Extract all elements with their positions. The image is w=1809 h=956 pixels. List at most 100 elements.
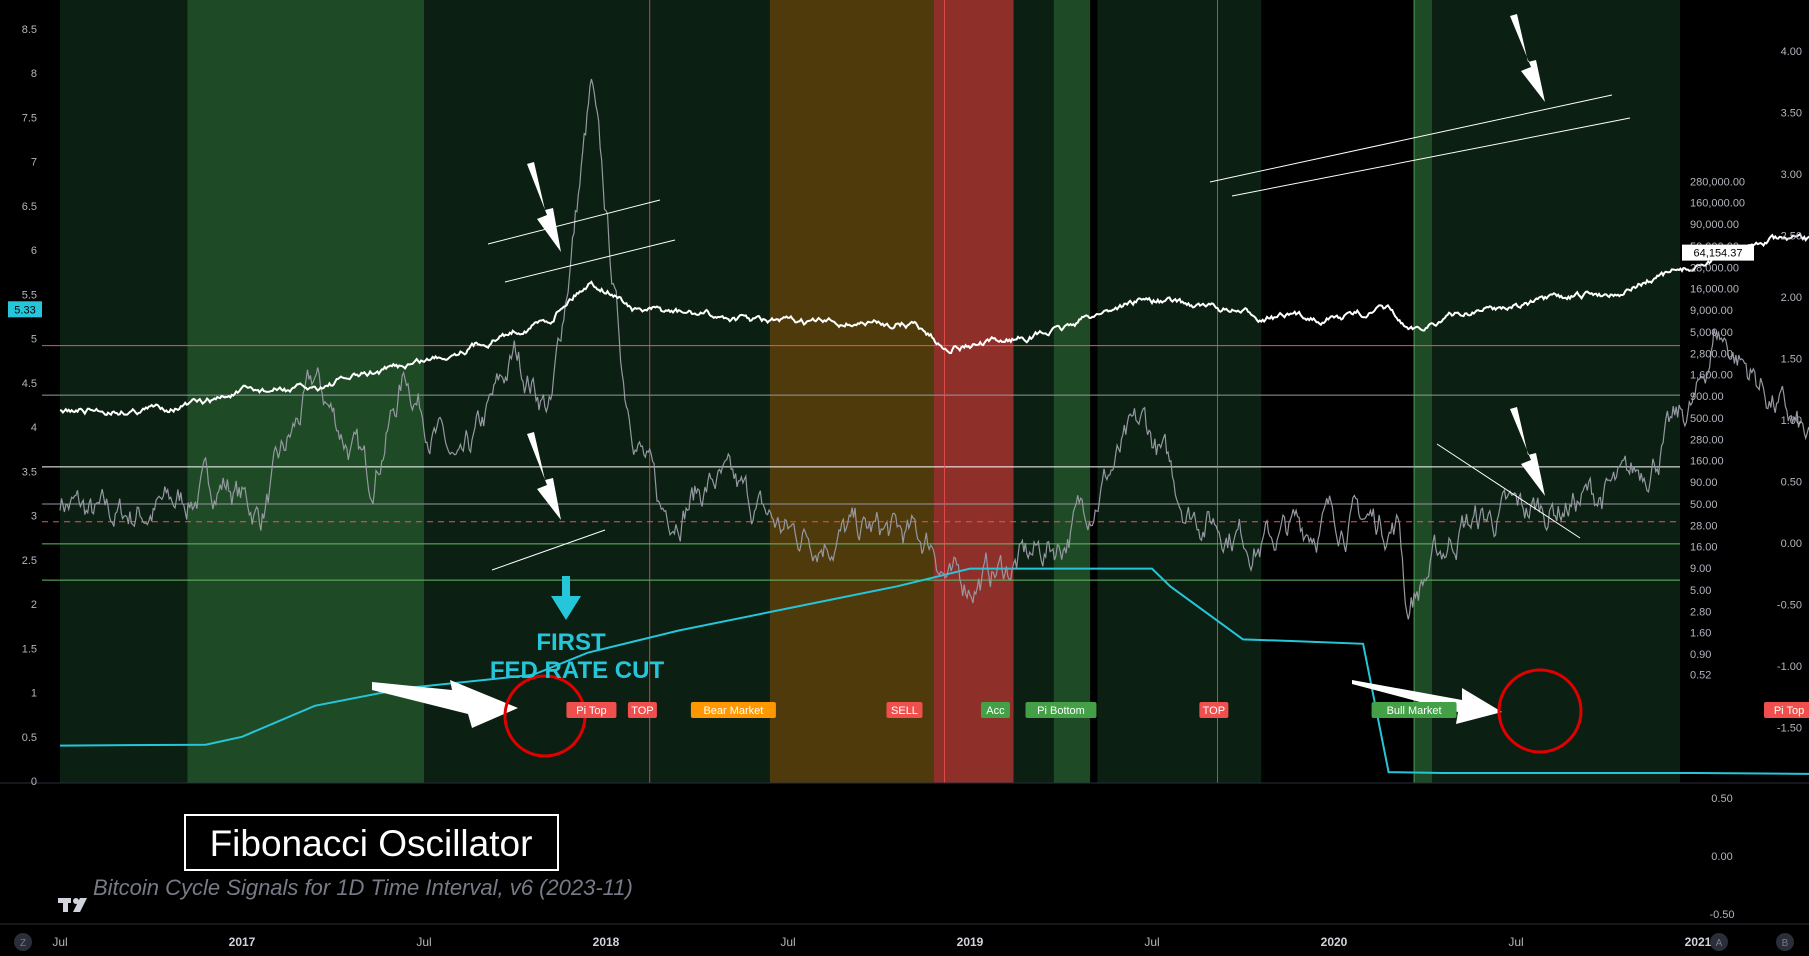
price-axis-tick: 280.00 <box>1690 435 1724 447</box>
left-axis-tick: 1 <box>31 688 37 700</box>
highlight-circle <box>1497 668 1583 754</box>
signal-label-box <box>566 702 617 718</box>
time-axis-tick: Jul <box>1508 935 1523 949</box>
signal-label-box <box>627 702 657 718</box>
right-axis-tick: -1.50 <box>1777 723 1802 735</box>
left-axis-tick: 4.5 <box>22 378 37 390</box>
left-axis-tick: 5 <box>31 334 37 346</box>
cycle-zone <box>424 0 770 783</box>
signal-labels: Pi Top TOP Bear Market SELL Acc Pi Bottom TOP B… <box>566 702 1809 718</box>
price-axis-tick: 2,800.00 <box>1690 349 1733 361</box>
time-axis-tick: Jul <box>1144 935 1159 949</box>
price-axis-tick: 16.00 <box>1690 541 1718 553</box>
signal-label-box <box>690 702 776 718</box>
arrow-icon <box>551 576 581 620</box>
signal-markers <box>649 0 1415 783</box>
signal-label-box <box>1764 702 1809 718</box>
signal-label: Pi Top <box>576 705 606 717</box>
fed-rate-line <box>59 567 1809 775</box>
price-axis-tick: 16,000.00 <box>1690 283 1739 295</box>
time-axis-tick: 2019 <box>957 935 984 949</box>
right-axis-tick: 3.00 <box>1781 169 1802 181</box>
indicator-subtitle: Bitcoin Cycle Signals for 1D Time Interv… <box>93 875 633 900</box>
left-axis-tick: 8 <box>31 68 37 80</box>
left-axis-tick: 1.5 <box>22 643 37 655</box>
series-layer <box>59 78 1809 775</box>
left-axis-tick: 6.5 <box>22 201 37 213</box>
time-axis-tick: Jul <box>52 935 67 949</box>
price-axis-tick: 28,000.00 <box>1690 263 1739 275</box>
right-axis-tick: -0.50 <box>1777 600 1802 612</box>
cycle-zone <box>769 0 934 783</box>
cycle-zone <box>1013 0 1054 783</box>
price-axis-tick: 28.00 <box>1690 521 1718 533</box>
signal-label-box <box>1199 702 1229 718</box>
left-axis-current-value: 5.33 <box>14 304 35 316</box>
left-axis-tick: 4 <box>31 422 37 434</box>
signal-label: Acc <box>986 705 1005 717</box>
time-axis-tick: 2021 <box>1685 935 1712 949</box>
signal-label: Bull Market <box>1387 705 1442 717</box>
price-axis-tick: 280,000.00 <box>1690 177 1745 189</box>
signal-label: Pi Top <box>1774 705 1804 717</box>
price-axis-tick: 9,000.00 <box>1690 305 1733 317</box>
price-axis-tick: 0.52 <box>1690 669 1711 681</box>
time-axis-tick: 2017 <box>229 935 256 949</box>
time-axis-tick: 2020 <box>1321 935 1348 949</box>
fed-annotation-line1: FIRST <box>536 629 606 656</box>
price-axis-tick: 90.00 <box>1690 477 1718 489</box>
left-axis-tick: 2.5 <box>22 555 37 567</box>
cycle-zone <box>1414 0 1433 783</box>
arrow-icon <box>1510 407 1545 496</box>
price-current-value: 64,154.37 <box>1694 248 1743 260</box>
signal-label-box <box>886 702 923 718</box>
cycle-zone <box>1097 0 1262 783</box>
price-axis-tick: 5.00 <box>1690 585 1711 597</box>
left-axis-tick: 3 <box>31 511 37 523</box>
auto-scale-button-label: A <box>1716 938 1723 949</box>
price-current-box <box>1682 244 1754 261</box>
price-axis-tick: 90,000.00 <box>1690 219 1739 231</box>
tradingview-logo-icon <box>58 898 87 912</box>
zoom-button[interactable] <box>14 933 32 951</box>
cycle-zone <box>1432 0 1680 783</box>
left-axis-tick: 7 <box>31 157 37 169</box>
settings-button[interactable] <box>1776 933 1794 951</box>
arrow-icon <box>1510 14 1545 102</box>
signal-label: SELL <box>891 705 918 717</box>
signal-label-box <box>1025 702 1097 718</box>
price-axis-tick: 160,000.00 <box>1690 197 1745 209</box>
right-axis-tick: 4.00 <box>1781 46 1802 58</box>
cycle-zone <box>1053 0 1091 783</box>
right-axis-tick: 3.50 <box>1781 108 1802 120</box>
cycle-zone <box>933 0 1014 783</box>
left-axis-tick: 5.5 <box>22 289 37 301</box>
signal-label-box <box>1371 702 1457 718</box>
right-axis-tick: 2.50 <box>1781 231 1802 243</box>
auto-scale-button[interactable] <box>1710 933 1728 951</box>
zoom-button-label: Z <box>20 938 26 949</box>
arrow-icon <box>527 432 561 520</box>
arrow-icon <box>372 680 518 728</box>
price-axis-tick: 1.60 <box>1690 627 1711 639</box>
indicator-legend: Fibonacci Oscillator Bitcoin Cycle Signa… <box>58 814 633 912</box>
price-axis-tick: 0.90 <box>1690 649 1711 661</box>
lower-axis-tick: 0.50 <box>1711 793 1732 805</box>
left-axis-current-box <box>8 301 42 318</box>
cycle-zone <box>60 0 188 783</box>
right-axis-tick: 2.00 <box>1781 292 1802 304</box>
right-axis-tick: 0.00 <box>1781 538 1802 550</box>
lower-axis-tick: 0.00 <box>1711 851 1732 863</box>
time-axis-tick: Jul <box>780 935 795 949</box>
right-axis-tick: 1.00 <box>1781 415 1802 427</box>
left-axis-tick: 0.5 <box>22 732 37 744</box>
price-axis-tick: 50.00 <box>1690 499 1718 511</box>
price-axis-tick: 5,000.00 <box>1690 327 1733 339</box>
cycle-zones <box>60 0 1680 783</box>
signal-label: TOP <box>631 705 653 717</box>
price-axis-tick: 1,600.00 <box>1690 369 1733 381</box>
price-line <box>59 232 1809 417</box>
time-axis-tick: Jul <box>416 935 431 949</box>
fed-annotation-line2: FED RATE CUT <box>490 657 665 684</box>
